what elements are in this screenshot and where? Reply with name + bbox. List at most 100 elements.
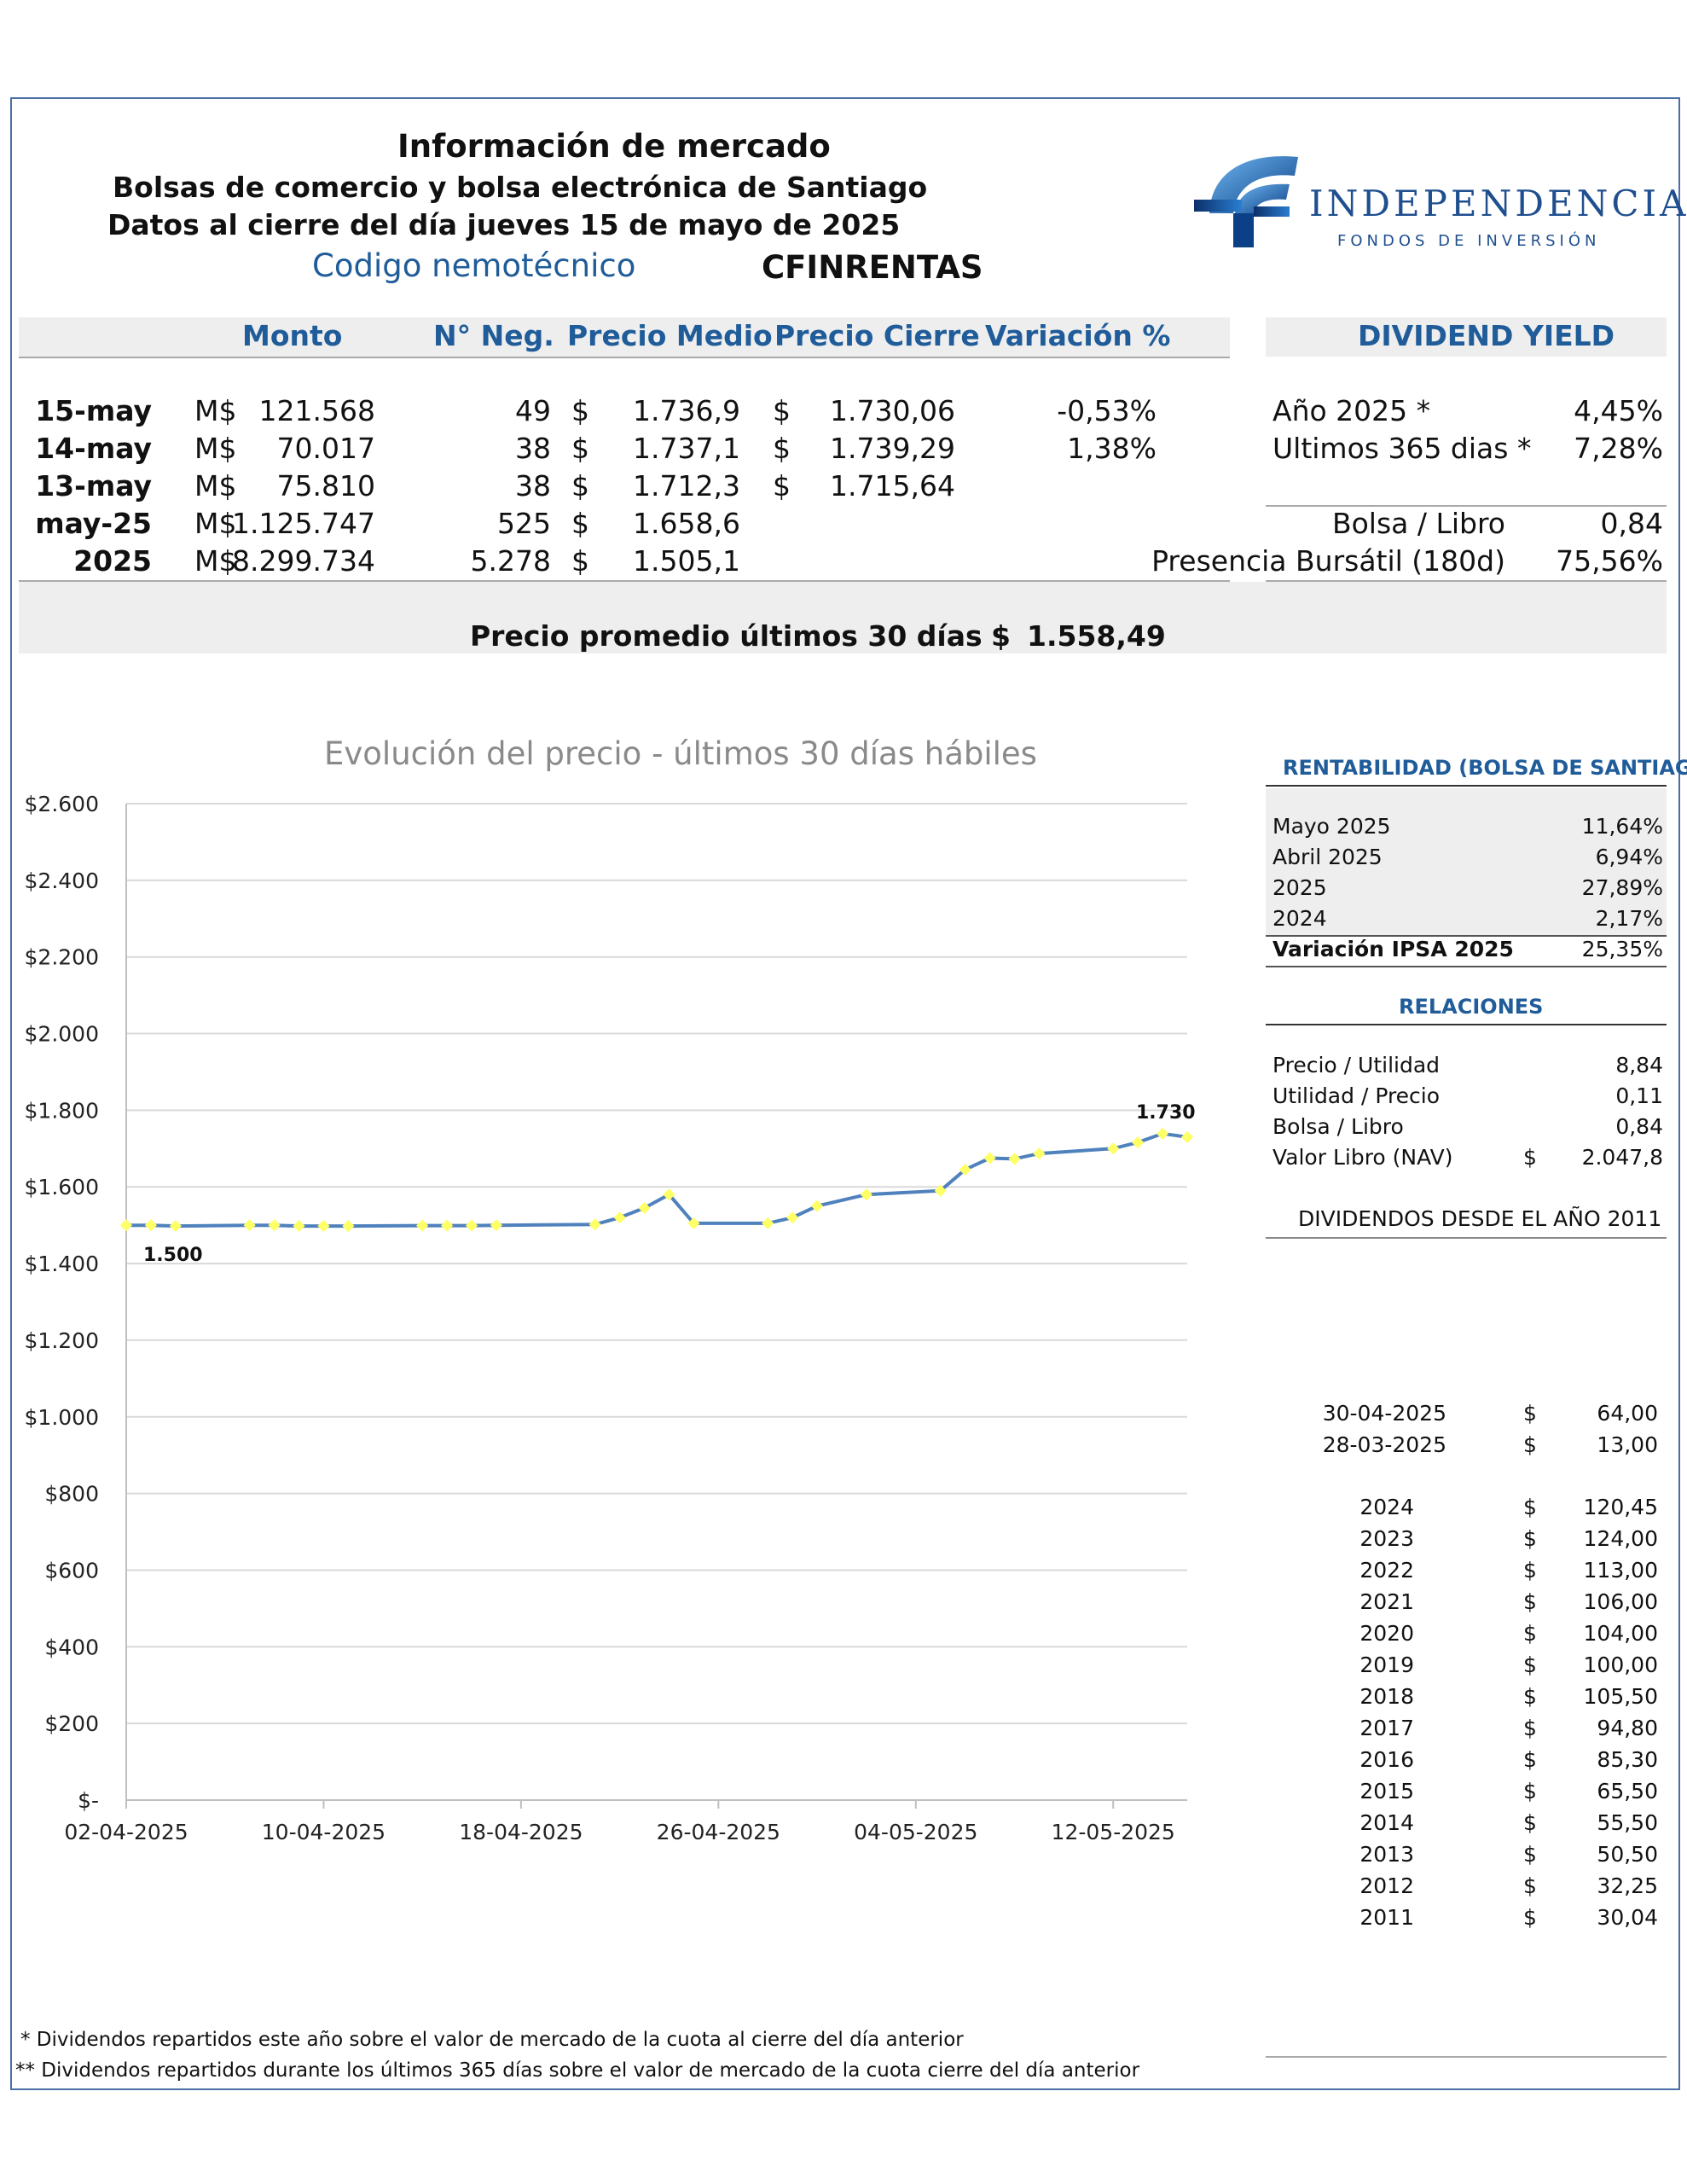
price-point-marker [588,1218,601,1231]
dividendo-value: 100,00 [1583,1653,1658,1677]
dividendo-value: 64,00 [1597,1401,1658,1426]
relacion-label: Valor Libro (NAV) [1272,1145,1453,1170]
y-tick-label: $2.400 [25,868,99,893]
x-tick-label: 02-04-2025 [64,1820,188,1844]
dividendo-currency: $ [1523,1558,1537,1583]
price-point-marker [490,1219,503,1232]
rentabilidad-header [1266,751,1667,785]
price-chart: $- $200 $400 $600 $800 $1.000 $1.200 $1.400 $1.6… [25,792,1196,1844]
table-bottom-rule [19,580,1230,582]
price-point-marker [762,1217,774,1229]
footnote-1: * Dividendos repartidos este año sobre e… [20,2029,964,2051]
rentabilidad-label: Abril 2025 [1272,845,1383,869]
row-neg: 525 [497,507,551,540]
price-series-line [126,1131,1188,1228]
price-point-marker [810,1199,824,1212]
price-point-marker [119,1219,133,1232]
dividendo-value: 50,50 [1597,1842,1658,1867]
dividendo-value: 104,00 [1583,1621,1658,1646]
dividendo-currency: $ [1523,1716,1537,1740]
dividendo-value: 65,50 [1597,1779,1658,1804]
y-tick-label: $1.200 [25,1328,99,1353]
logo-tagline: FONDOS DE INVERSIÓN [1337,232,1601,250]
price-point-marker [268,1219,281,1232]
price-point-marker [169,1219,182,1233]
yield-header-band [1266,317,1667,357]
price-point-marker [1156,1127,1169,1140]
relacion-value: 8,84 [1615,1053,1663,1077]
dividendo-label: 2019 [1359,1653,1414,1677]
yield-label: Año 2025 * [1272,394,1431,427]
col-monto: Monto [242,319,343,352]
dividendo-currency: $ [1523,1810,1537,1835]
rentabilidad-label: 2024 [1272,906,1327,931]
dividendo-currency: $ [1523,1842,1537,1867]
dividendo-currency: $ [1523,1589,1537,1614]
row-neg: 38 [515,469,551,502]
chart-title: Evolución del precio - últimos 30 días h… [324,735,1037,772]
dividendo-value: 120,45 [1583,1495,1658,1519]
yield-bottom-rule [1266,580,1667,582]
price-point-marker [1132,1136,1145,1149]
dividendos-bottom-rule [1266,2056,1667,2058]
dividendo-label: 2015 [1359,1779,1414,1804]
data-label: 1.500 [143,1245,203,1266]
relacion-label: Precio / Utilidad [1272,1053,1441,1077]
row-currency: M$ [194,507,237,540]
avg-band [19,582,1667,653]
dividendo-currency: $ [1523,1873,1537,1898]
presencia-value: 75,56% [1556,544,1663,578]
dividendo-value: 124,00 [1583,1526,1658,1551]
x-tick-label: 04-05-2025 [854,1820,977,1844]
row-pc-currency: $ [773,469,791,502]
ipsa-value: 25,35% [1581,937,1663,961]
dividendo-label: 2023 [1359,1526,1414,1551]
dividend-yield-title: DIVIDEND YIELD [1358,319,1615,352]
col-precio-medio: Precio Medio [567,319,773,352]
row-precio-cierre: 1.739,29 [830,432,955,465]
dividendo-label: 2022 [1359,1558,1414,1583]
rentabilidad-value: 11,64% [1581,814,1663,839]
avg-label: Precio promedio últimos 30 días [470,619,983,653]
yield-value: 4,45% [1574,394,1663,427]
rentabilidad-title: RENTABILIDAD (BOLSA DE SANTIAGO) [1283,756,1687,780]
price-point-marker [638,1201,651,1215]
dividendo-label: 2014 [1359,1810,1414,1835]
row-pm-currency: $ [571,394,589,427]
dividendo-label: 2013 [1359,1842,1414,1867]
dividendo-label: 30-04-2025 [1322,1401,1446,1426]
y-tick-label: $1.800 [25,1098,99,1123]
row-precio-medio: 1.505,1 [633,544,740,578]
dividendo-currency: $ [1523,1621,1537,1646]
rentabilidad-label: 2025 [1272,875,1327,900]
y-tick-label: $1.000 [25,1405,99,1430]
row-pm-currency: $ [571,469,589,502]
dividendo-label: 28-03-2025 [1322,1432,1446,1457]
relacion-label: Utilidad / Precio [1272,1083,1441,1108]
col-precio-cierre: Precio Cierre [774,319,980,352]
dividendo-value: 13,00 [1597,1432,1658,1457]
price-point-marker [613,1211,626,1224]
y-tick-label: $2.200 [25,945,99,970]
dividendo-value: 94,80 [1597,1716,1658,1740]
avg-currency: $ [991,619,1011,653]
dividendo-value: 113,00 [1583,1558,1658,1583]
y-tick-label: $800 [44,1482,99,1507]
y-tick-label: $2.000 [25,1022,99,1047]
page-subtitle: Bolsas de comercio y bolsa electrónica d… [113,171,928,204]
x-tick-label: 10-04-2025 [262,1820,386,1844]
row-currency: M$ [194,394,237,427]
dividendos-title: DIVIDENDOS DESDE EL AÑO 2011 [1298,1206,1662,1231]
y-tick-label: $1.600 [25,1175,99,1199]
y-tick-label: $600 [44,1558,99,1583]
row-precio-medio: 1.658,6 [633,507,740,540]
avg-value: 1.558,49 [1027,619,1166,653]
row-monto: 121.568 [258,394,375,427]
price-point-marker [860,1188,872,1201]
ipsa-bottom-rule [1266,966,1667,967]
dividendo-currency: $ [1523,1432,1537,1457]
relaciones-title: RELACIONES [1399,995,1544,1019]
dividendo-label: 2012 [1359,1873,1414,1898]
dividendo-currency: $ [1523,1779,1537,1804]
row-precio-cierre: 1.730,06 [830,394,955,427]
